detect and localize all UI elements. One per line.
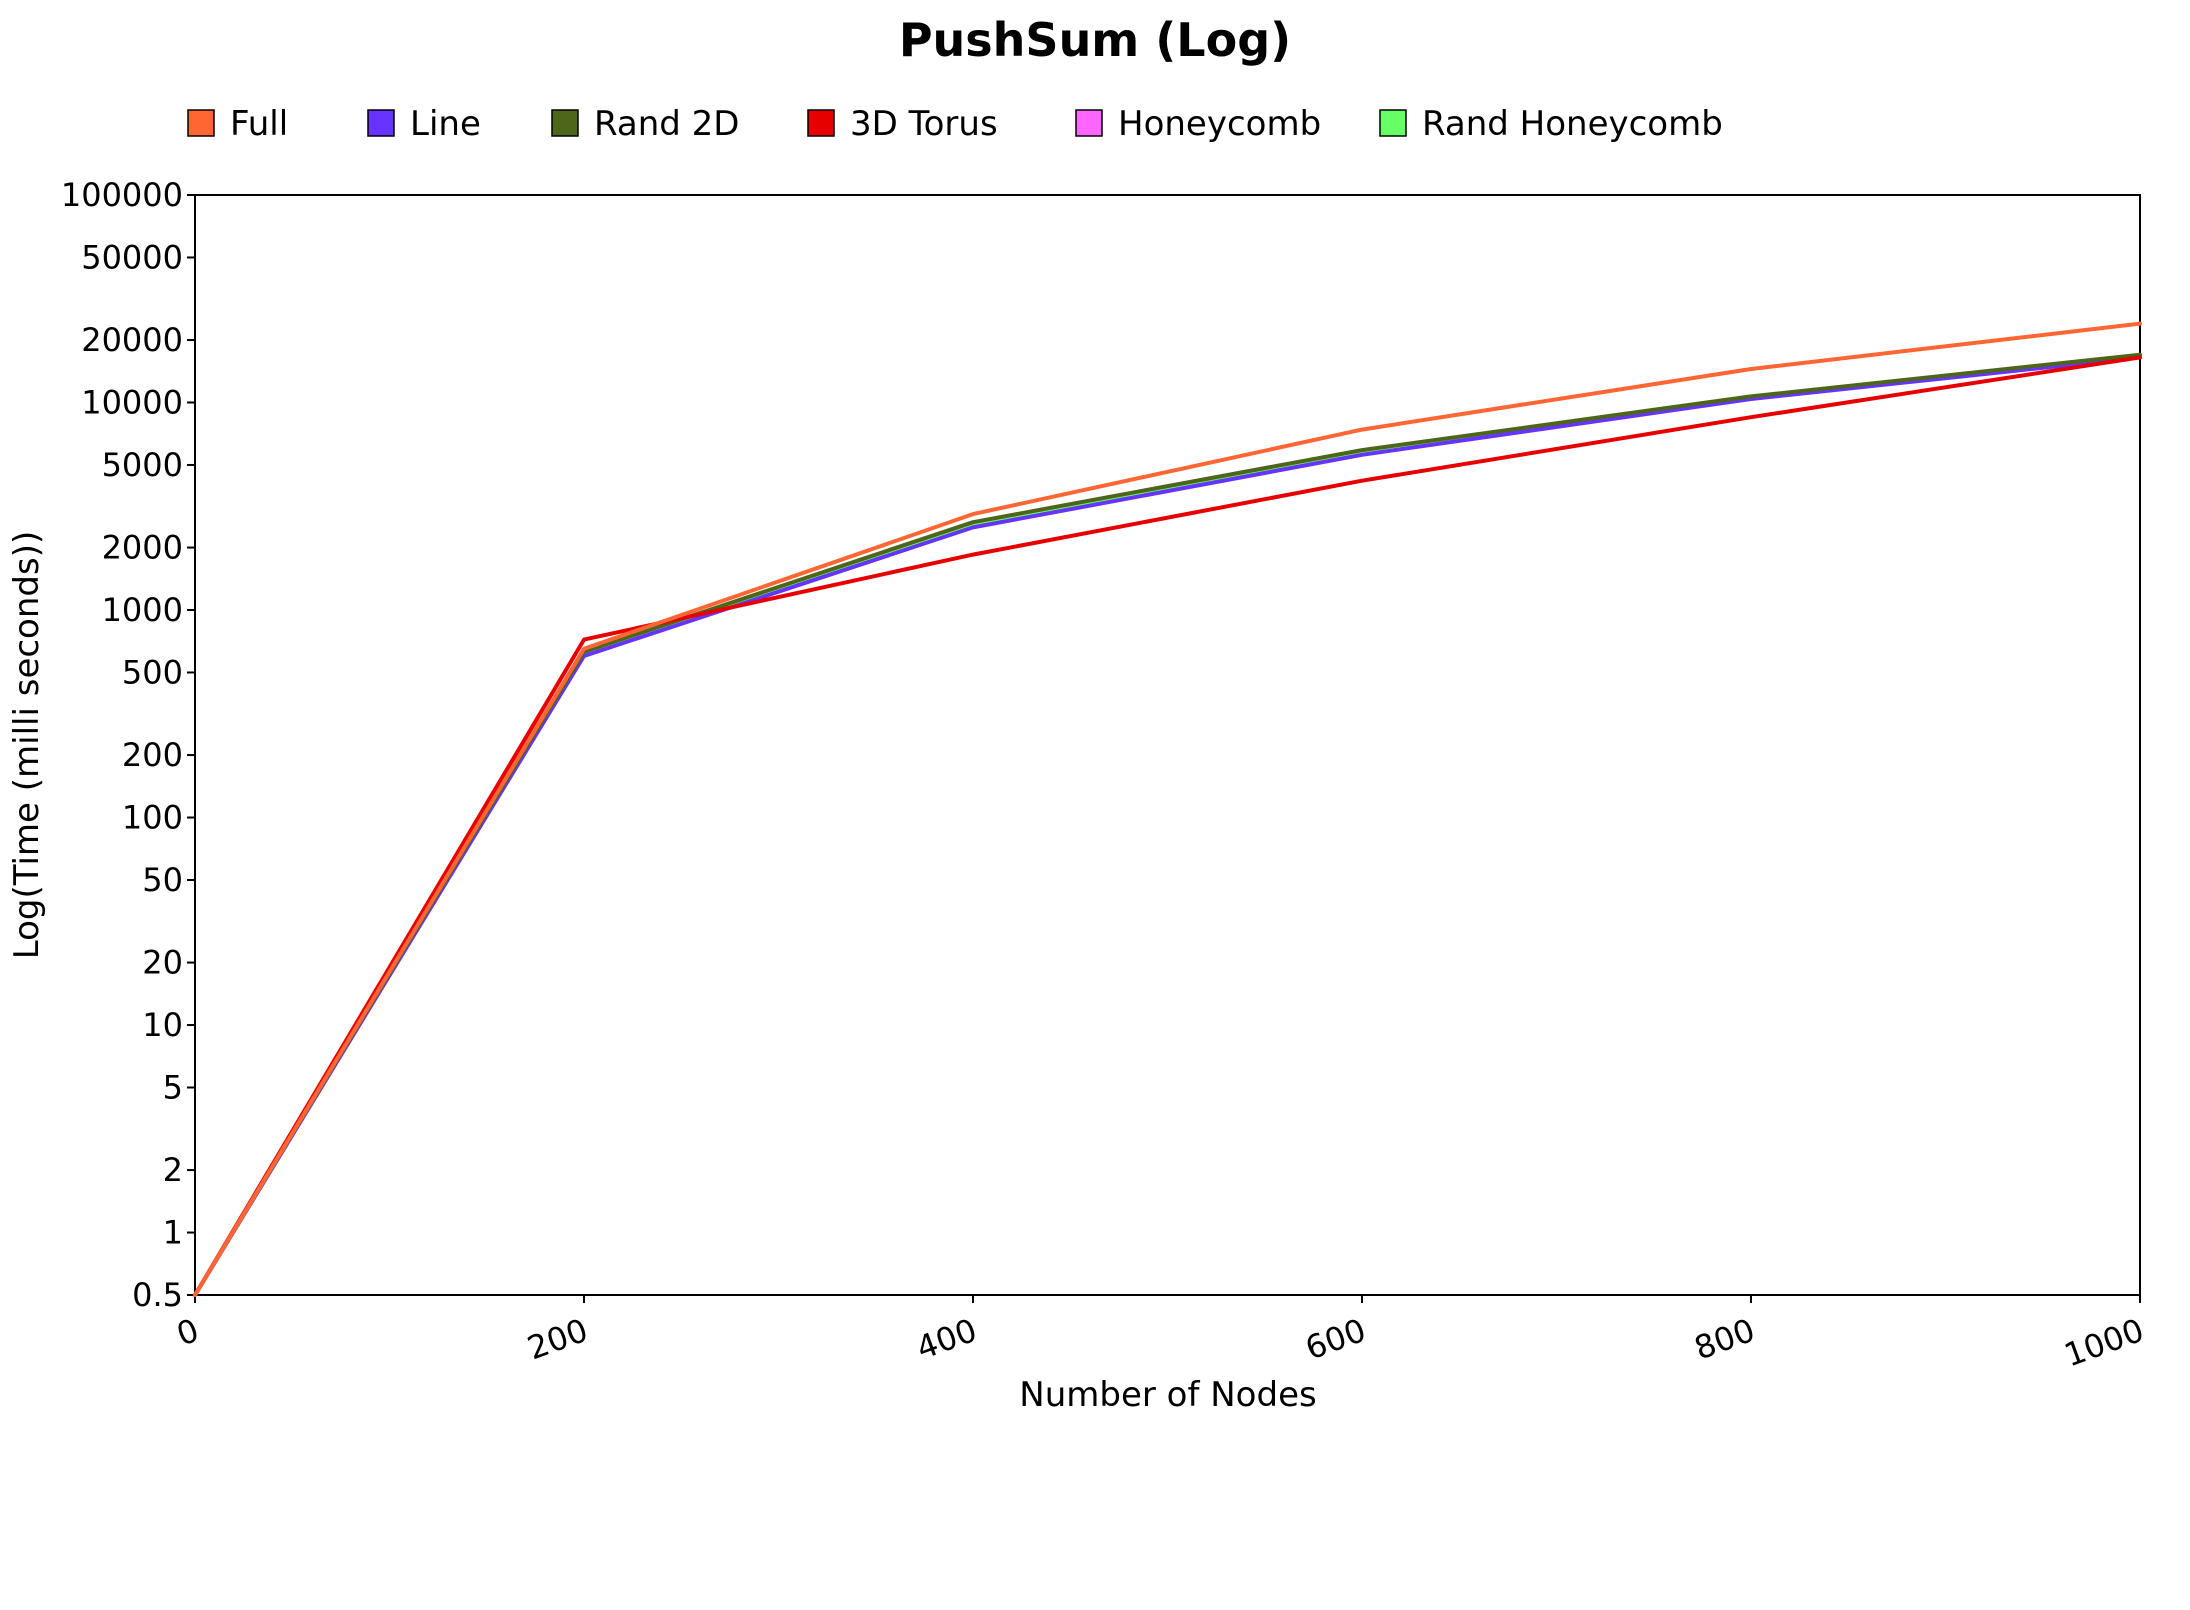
series-lines — [193, 321, 2142, 1297]
y-tick-label: 20000 — [81, 321, 183, 359]
series-line-3d-torus — [193, 355, 2142, 1297]
y-tick-label: 10 — [142, 1006, 183, 1044]
y-tick-label: 500 — [122, 653, 183, 691]
y-tick-label: 1 — [163, 1214, 183, 1252]
x-tick-label: 1000 — [2059, 1311, 2149, 1375]
y-tick-label: 10000 — [81, 384, 183, 422]
y-axis-label: Log(Time (milli seconds)) — [7, 531, 47, 960]
x-tick-label: 200 — [522, 1311, 592, 1368]
x-axis-label: Number of Nodes — [1019, 1375, 1316, 1415]
y-tick-label: 1000 — [102, 591, 183, 629]
chart-title: PushSum (Log) — [899, 13, 1291, 67]
y-tick-label: 100 — [122, 799, 183, 837]
legend-swatch — [807, 109, 835, 137]
x-axis: 0 200 400 600 800 1000 — [172, 1295, 2149, 1374]
y-tick-label: 50 — [142, 861, 183, 899]
legend-label: Full — [230, 104, 288, 144]
y-tick-label: 5000 — [102, 446, 183, 484]
series-line-rand-2d — [193, 352, 2142, 1297]
legend-swatch — [367, 109, 395, 137]
legend: Full Line Rand 2D 3D Torus Honeycomb Rand Hon… — [187, 104, 1723, 144]
legend-swatch — [1379, 109, 1407, 137]
legend-swatch — [551, 109, 579, 137]
y-tick-label: 0.5 — [132, 1276, 183, 1314]
y-tick-label: 2 — [163, 1151, 183, 1189]
legend-label: 3D Torus — [850, 104, 998, 144]
y-tick-label: 5 — [163, 1068, 183, 1106]
series-line-rand-honeycomb — [193, 353, 2142, 1297]
x-tick-label: 600 — [1300, 1311, 1370, 1368]
y-tick-label: 100000 — [61, 176, 183, 214]
legend-label: Rand Honeycomb — [1422, 104, 1723, 144]
y-axis: 0.5 1 2 5 10 20 50 100 200 500 1000 2000 5000 10000 20… — [61, 176, 195, 1314]
y-tick-label: 20 — [142, 944, 183, 982]
y-tick-label: 2000 — [102, 529, 183, 567]
legend-label: Rand 2D — [594, 104, 739, 144]
legend-swatch — [187, 109, 215, 137]
legend-label: Line — [410, 104, 481, 144]
series-line-honeycomb — [193, 354, 2142, 1297]
x-tick-label: 800 — [1689, 1311, 1759, 1368]
series-line-line — [193, 355, 2142, 1297]
x-tick-label: 0 — [172, 1311, 204, 1354]
legend-swatch — [1075, 109, 1103, 137]
y-tick-label: 200 — [122, 736, 183, 774]
plot-area — [194, 194, 2141, 1296]
series-line-full — [193, 321, 2142, 1297]
legend-label: Honeycomb — [1118, 104, 1321, 144]
x-tick-label: 400 — [911, 1311, 981, 1368]
y-tick-label: 50000 — [81, 238, 183, 276]
